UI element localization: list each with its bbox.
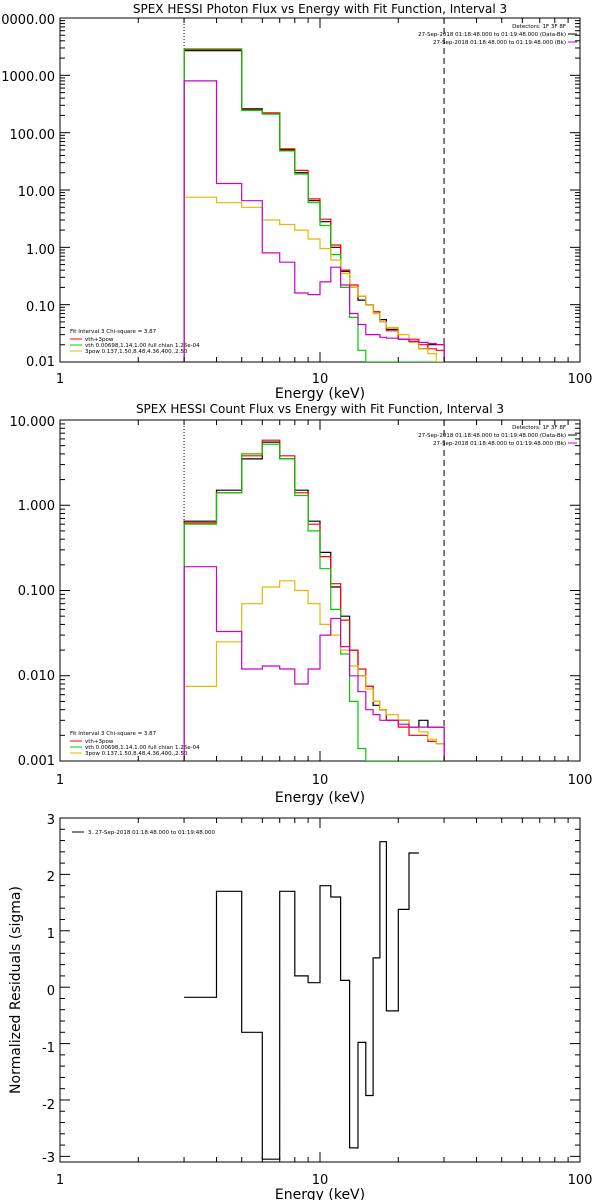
x-axis-label: Energy (keV) xyxy=(275,790,365,806)
series-line-vth xyxy=(183,443,445,761)
residuals-plot-area xyxy=(59,817,581,1162)
legend-bottom-line: 3pow 0.137,1.50,8.48,4.36,400.,2.50 xyxy=(85,349,188,355)
y-tick-label: 1 xyxy=(47,927,55,942)
series-line-data-bk xyxy=(183,441,445,761)
chart-title: SPEX HESSI Count Flux vs Energy with Fit… xyxy=(136,402,504,416)
series-line-3pow xyxy=(183,196,445,362)
x-tick-label: 100 xyxy=(568,1173,593,1188)
y-tick-label: 2 xyxy=(47,870,55,885)
x-tick-label: 10 xyxy=(312,1173,329,1188)
y-tick-labels: 0.001 0.010 0.100 1.000 10.000 xyxy=(10,415,56,769)
legend-top-line: 27-Sep-2018 01:18:48.000 to 01:19:48.000… xyxy=(418,32,566,38)
series-line-bk xyxy=(183,80,445,362)
legend-bottom: Fit Interval 3 Chi-square = 3.87 vth+3po… xyxy=(70,329,200,355)
legend-bottom: Fit Interval 3 Chi-square = 3.87 vth+3po… xyxy=(70,731,200,757)
plot-frame xyxy=(59,817,581,1163)
y-tick-label: 0.100 xyxy=(18,584,55,599)
y-tick-label: 1000.00 xyxy=(1,70,55,85)
y-tick-label: 100.00 xyxy=(10,128,56,143)
axis-ticks xyxy=(59,817,581,1162)
y-tick-label: 3 xyxy=(47,813,55,828)
photon-plot-area xyxy=(59,17,581,363)
x-axis-label: Energy (keV) xyxy=(275,1187,365,1200)
y-tick-label: 0.01 xyxy=(26,355,55,370)
y-tick-labels: 0.01 0.10 1.00 10.00 100.00 1000.00 1000… xyxy=(0,13,55,370)
y-tick-label: 0.10 xyxy=(26,300,55,315)
count-flux-panel: SPEX HESSI Count Flux vs Energy with Fit… xyxy=(10,402,593,806)
legend-bottom-line: Fit Interval 3 Chi-square = 3.87 xyxy=(70,731,157,737)
plot-frame xyxy=(59,419,581,762)
plot-content xyxy=(184,841,419,1160)
x-axis-label: Energy (keV) xyxy=(275,386,365,402)
plot-content xyxy=(183,420,445,761)
series-line-residuals xyxy=(184,841,419,1160)
plot-content xyxy=(183,18,445,362)
series-line-vth xyxy=(183,48,445,362)
y-tick-label: -2 xyxy=(42,1098,55,1113)
y-tick-label: 1.000 xyxy=(18,499,55,514)
photon-flux-panel: SPEX HESSI Photon Flux vs Energy with Fi… xyxy=(0,2,592,402)
x-tick-label: 100 xyxy=(568,773,593,788)
legend-top-line: Detectors: 1F 3F 8F xyxy=(512,425,566,431)
legend-top-line: 3. 27-Sep-2018 01:18:48.000 to 01:19:48.… xyxy=(88,830,215,836)
legend-top-line: 27-Sep-2018 01:18:48.000 to 01:19:48.000… xyxy=(433,40,566,46)
chart-title: SPEX HESSI Photon Flux vs Energy with Fi… xyxy=(133,2,507,16)
y-tick-labels: -3 -2 -1 0 1 2 3 xyxy=(42,813,55,1166)
legend-top: Detectors: 1F 3F 8F 27-Sep-2018 01:18:48… xyxy=(418,425,577,447)
x-tick-label: 10 xyxy=(312,372,329,387)
x-tick-label: 1 xyxy=(56,372,64,387)
series-line-vth-3pow xyxy=(183,439,445,761)
x-tick-label: 1 xyxy=(56,773,64,788)
y-tick-label: 10000.00 xyxy=(0,13,55,28)
y-tick-label: 1.00 xyxy=(26,243,55,258)
series-line-vth-3pow xyxy=(183,49,445,362)
y-tick-label: 0.001 xyxy=(18,754,55,769)
legend-top-line: 27-Sep-2018 01:18:48.000 to 01:19:48.000… xyxy=(418,433,566,439)
x-tick-label: 10 xyxy=(312,773,329,788)
y-tick-label: -1 xyxy=(42,1041,55,1056)
legend-bottom-line: vth+3pow xyxy=(85,337,114,343)
legend-bottom-line: vth 0.00698,1.14,1.00 full chian 1.26e-0… xyxy=(85,745,200,751)
y-tick-label: 0.010 xyxy=(18,669,55,684)
x-tick-labels: 1 10 100 xyxy=(56,1173,593,1188)
axis-ticks xyxy=(59,17,581,363)
count-plot-area xyxy=(59,419,581,762)
residuals-panel: 1 10 100 Energy (keV) Normalized Residua… xyxy=(8,813,592,1200)
legend-bottom-line: Fit Interval 3 Chi-square = 3.87 xyxy=(70,329,157,335)
x-tick-labels: 1 10 100 xyxy=(56,773,593,788)
x-tick-label: 100 xyxy=(568,372,593,387)
series-line-data-bk xyxy=(183,50,445,362)
y-tick-label: 10.00 xyxy=(18,185,55,200)
series-line-bk xyxy=(183,566,445,761)
x-tick-labels: 1 10 100 xyxy=(56,372,593,387)
axis-ticks xyxy=(59,419,581,762)
y-tick-label: -3 xyxy=(42,1151,55,1166)
legend-top-line: Detectors: 1F 3F 8F xyxy=(512,24,566,30)
series-line-3pow xyxy=(183,580,445,761)
legend-top-line: 27-Sep-2018 01:18:48.000 to 01:19:48.000… xyxy=(433,441,566,447)
legend-bottom-line: vth 0.00698,1.14,1.00 full chian 1.26e-0… xyxy=(85,343,200,349)
legend-top: 3. 27-Sep-2018 01:18:48.000 to 01:19:48.… xyxy=(72,830,215,836)
legend-bottom-line: vth+3pow xyxy=(85,739,114,745)
legend-top: Detectors: 1F 3F 8F 27-Sep-2018 01:18:48… xyxy=(418,24,577,46)
plot-frame xyxy=(59,17,581,363)
y-tick-label: 10.000 xyxy=(10,415,56,430)
y-tick-label: 0 xyxy=(47,984,55,999)
x-tick-label: 1 xyxy=(56,1173,64,1188)
y-axis-label: Normalized Residuals (sigma) xyxy=(8,886,24,1094)
legend-bottom-line: 3pow 0.137,1.50,8.48,4.36,400.,2.50 xyxy=(85,751,188,757)
